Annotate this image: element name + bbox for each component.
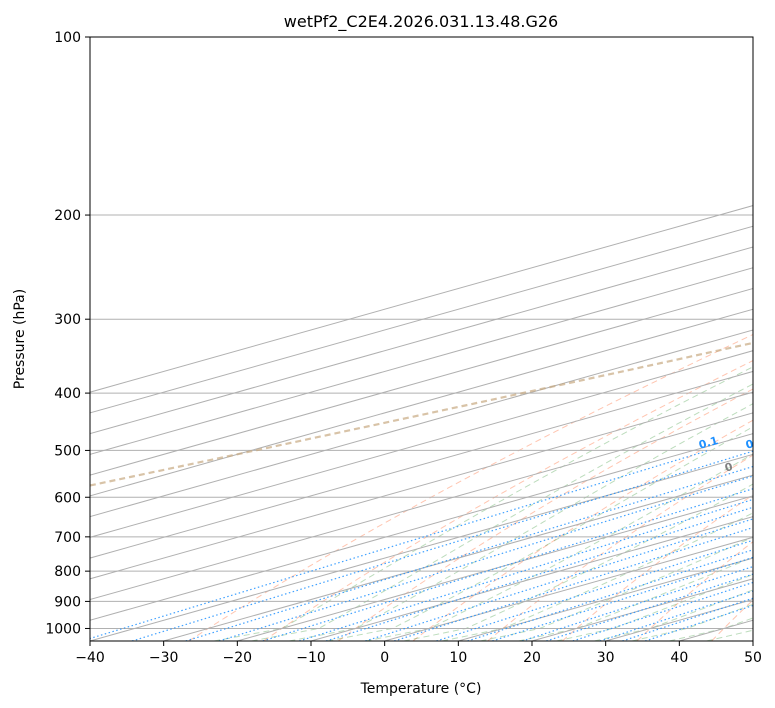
isotherm-line bbox=[90, 225, 753, 414]
mixing-ratio-line bbox=[131, 450, 753, 641]
mixing-ratio-line bbox=[185, 465, 753, 641]
isotherm-line bbox=[90, 453, 753, 641]
plot-area: -100-90-80-70-60-50-40-30-20-100.10.20.4… bbox=[90, 37, 766, 641]
y-tick-label: 900 bbox=[54, 594, 81, 610]
x-tick-label: −30 bbox=[149, 650, 179, 666]
y-tick-label: 800 bbox=[54, 564, 81, 580]
x-tick-label: 40 bbox=[670, 650, 688, 666]
mixing-ratio-label: 0.2 bbox=[744, 434, 766, 452]
axes: −40 −30 −20 −10 0 10 20 30 40 50 100 200 300 400 500 60… bbox=[45, 30, 762, 666]
x-tick-label: 50 bbox=[744, 650, 762, 666]
mixing-ratio-line bbox=[325, 506, 753, 641]
y-tick-label: 300 bbox=[54, 312, 81, 328]
y-tick-label: 1000 bbox=[45, 621, 81, 637]
isotherm-line bbox=[90, 287, 753, 476]
moist-adiabat-label: 0 bbox=[723, 460, 734, 475]
y-tick-label: 100 bbox=[54, 30, 81, 46]
y-tick-label: 500 bbox=[54, 443, 81, 459]
dry-adiabat-line bbox=[188, 333, 753, 641]
mixing-ratio-line bbox=[262, 488, 753, 641]
isotherm-line bbox=[384, 536, 753, 641]
mixing-ratio-line bbox=[90, 449, 709, 640]
x-tick-label: 30 bbox=[597, 650, 615, 666]
x-tick-label: −20 bbox=[223, 650, 253, 666]
isotherm-line bbox=[90, 267, 753, 455]
dry-adiabat-line bbox=[412, 419, 753, 641]
chart-title: wetPf2_C2E4.2026.031.13.48.G26 bbox=[284, 12, 558, 32]
mixing-ratio-line bbox=[521, 565, 753, 641]
isotherm-line bbox=[90, 391, 753, 580]
mixing-ratio-line bbox=[546, 573, 753, 641]
mixing-ratio-line bbox=[436, 539, 753, 641]
moist-adiabat-line bbox=[556, 573, 753, 641]
y-tick-label: 200 bbox=[54, 208, 81, 224]
x-tick-label: −10 bbox=[296, 650, 326, 666]
isotherm-line bbox=[90, 246, 753, 435]
isotherm-line bbox=[90, 205, 753, 393]
moist-adiabat-line bbox=[594, 589, 753, 641]
dry-adiabat-line bbox=[561, 494, 753, 641]
x-tick-label: 20 bbox=[523, 650, 541, 666]
isotherm-line bbox=[90, 308, 753, 497]
y-tick-label: 600 bbox=[54, 490, 81, 506]
x-axis-label: Temperature (°C) bbox=[360, 681, 482, 697]
isotherm-line bbox=[90, 433, 753, 621]
isotherm-line bbox=[90, 370, 753, 559]
moist-adiabat-line bbox=[327, 426, 753, 641]
y-tick-label: 700 bbox=[54, 530, 81, 546]
moist-adiabat-line bbox=[214, 366, 753, 641]
moist-adiabat-line bbox=[289, 403, 753, 641]
x-tick-label: 10 bbox=[449, 650, 467, 666]
y-tick-label: 400 bbox=[54, 386, 81, 402]
mixing-ratio-label: 0.1 bbox=[697, 434, 719, 452]
mixing-ratio-line bbox=[467, 549, 753, 641]
isotherm-line bbox=[163, 474, 753, 641]
isotherm-line bbox=[310, 516, 753, 641]
x-tick-label: −40 bbox=[75, 650, 105, 666]
isotherm-line bbox=[237, 495, 753, 641]
plot-frame bbox=[89, 36, 754, 642]
x-tick-label: 0 bbox=[380, 650, 389, 666]
mixing-ratio-line bbox=[492, 556, 753, 641]
y-axis-label: Pressure (hPa) bbox=[12, 289, 28, 389]
isotherm-line bbox=[90, 329, 753, 518]
dry-adiabat-line bbox=[337, 388, 753, 641]
isotherm-line bbox=[90, 412, 753, 601]
